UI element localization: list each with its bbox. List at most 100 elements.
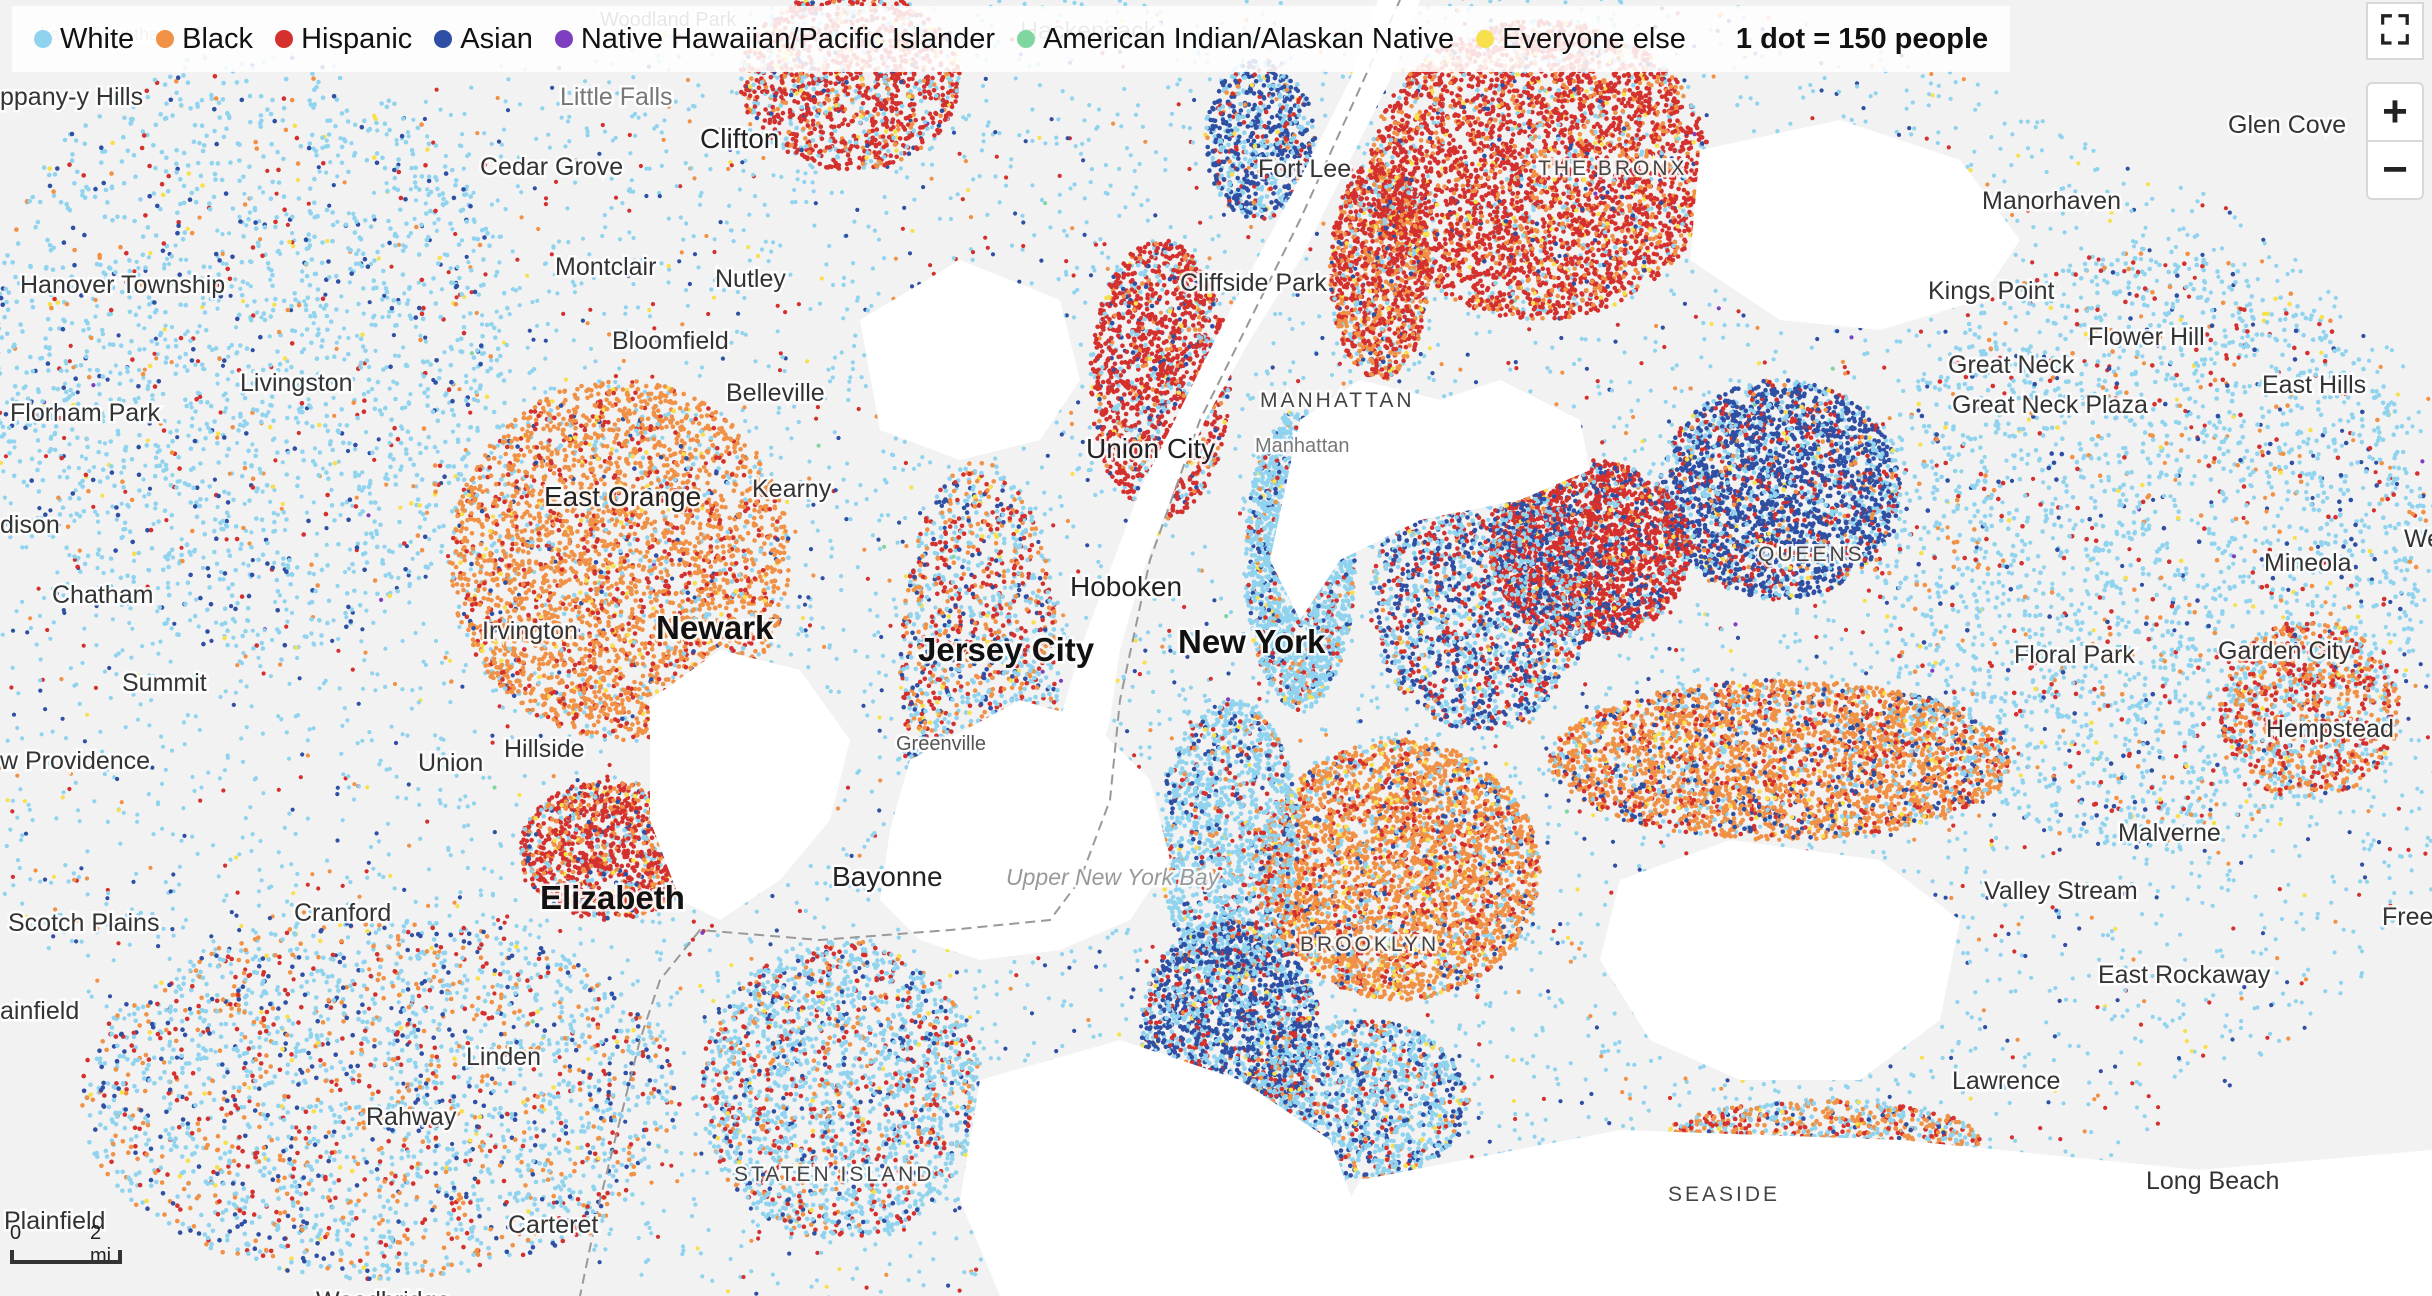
place-label-hempstead: Hempstead <box>2266 715 2394 743</box>
fullscreen-button[interactable]: ⛶ <box>2366 2 2424 60</box>
legend-label-american-indian: American Indian/Alaskan Native <box>1043 23 1454 56</box>
place-label-dison: dison <box>0 511 60 539</box>
zoom-in-button[interactable]: + <box>2368 84 2422 140</box>
place-label-malverne: Malverne <box>2118 819 2221 847</box>
place-label-ppany-y-hills: ppany-y Hills <box>0 83 143 111</box>
place-label-east-rockaway: East Rockaway <box>2098 961 2271 989</box>
place-label-union-city: Union City <box>1086 433 1215 464</box>
place-label-belleville: Belleville <box>726 379 825 407</box>
legend-dot-black <box>156 30 175 48</box>
scale-tick-start <box>10 1250 14 1264</box>
place-label-hanover-township: Hanover Township <box>20 271 225 299</box>
legend-item-american-indian: American Indian/Alaskan Native <box>1017 23 1454 56</box>
hudson-river <box>990 0 1420 930</box>
plus-icon: + <box>2382 87 2408 137</box>
fullscreen-icon: ⛶ <box>2381 11 2409 51</box>
place-label-manhattan: Manhattan <box>1255 435 1350 457</box>
dot-scale-label: 1 dot = 150 people <box>1736 23 1988 56</box>
legend-label-white: White <box>60 23 134 56</box>
place-label-glen-cove: Glen Cove <box>2228 111 2346 139</box>
place-label-great-neck-plaza: Great Neck Plaza <box>1952 391 2148 419</box>
place-label-long-beach: Long Beach <box>2146 1167 2279 1195</box>
place-label-cranford: Cranford <box>294 899 391 927</box>
place-label-the-bronx: THE BRONX <box>1538 157 1688 180</box>
place-label-great-neck: Great Neck <box>1948 351 2075 379</box>
scale-line <box>12 1260 120 1264</box>
place-label-woodbridge: Woodbridge <box>316 1287 450 1296</box>
legend-dot-pacific-islander <box>554 30 573 48</box>
place-label-greenville: Greenville <box>896 733 986 755</box>
zoom-controls: + − <box>2366 82 2424 200</box>
place-label-livingston: Livingston <box>240 369 353 397</box>
upper-bay <box>880 700 1170 960</box>
place-label-carteret: Carteret <box>508 1211 598 1239</box>
legend-label-black: Black <box>182 23 253 56</box>
place-label-rahway: Rahway <box>366 1103 457 1131</box>
place-label-bayonne: Bayonne <box>832 861 943 892</box>
place-label-union: Union <box>418 749 483 777</box>
place-label-little-falls: Little Falls <box>560 83 673 111</box>
place-label-summit: Summit <box>122 669 207 697</box>
place-label-garden-city: Garden City <box>2218 637 2352 665</box>
place-label-seaside: SEASIDE <box>1668 1183 1780 1206</box>
place-label-w-providence: w Providence <box>0 747 150 775</box>
place-label-bloomfield: Bloomfield <box>612 327 729 355</box>
place-label-floral-park: Floral Park <box>2014 641 2135 669</box>
place-labels: Lake HiawathaWoodland ParkHackensackppan… <box>0 7 2432 1296</box>
place-label-cliffside-park: Cliffside Park <box>1180 269 1327 297</box>
place-label-hoboken: Hoboken <box>1070 571 1182 602</box>
place-label-fort-lee: Fort Lee <box>1258 155 1351 183</box>
east-river <box>1270 380 1590 620</box>
legend-dot-asian <box>434 30 453 48</box>
legend-item-everyone-else: Everyone else <box>1476 23 1686 56</box>
place-label-elizabeth: Elizabeth <box>540 879 685 916</box>
place-label-florham-park: Florham Park <box>10 399 161 427</box>
minus-icon: − <box>2382 145 2408 195</box>
scale-tick-end <box>118 1250 122 1264</box>
central-park <box>1292 430 1348 530</box>
legend-item-asian: Asian <box>434 23 533 56</box>
boundary-lines <box>579 0 1401 1296</box>
legend-dot-american-indian <box>1017 30 1036 48</box>
jamaica-bay <box>1600 840 1960 1080</box>
place-label-chatham: Chatham <box>52 581 153 609</box>
lower-bay <box>960 1040 1360 1296</box>
legend-label-hispanic: Hispanic <box>301 23 412 56</box>
state-boundary <box>579 0 1401 1296</box>
place-label-staten-island: STATEN ISLAND <box>734 1163 934 1186</box>
water-bodies <box>650 0 2432 1296</box>
place-label-cedar-grove: Cedar Grove <box>480 153 623 181</box>
legend-dot-everyone-else <box>1476 30 1495 48</box>
long-island-sound <box>1690 120 2020 330</box>
legend-item-hispanic: Hispanic <box>275 23 412 56</box>
scale-bar: 0 2 mi <box>10 1222 122 1278</box>
place-label-plainfield: Plainfield <box>4 1207 105 1235</box>
place-label-mineola: Mineola <box>2264 549 2352 577</box>
legend-item-pacific-islander: Native Hawaiian/Pacific Islander <box>554 23 995 56</box>
legend-dot-hispanic <box>275 30 294 48</box>
place-label-montclair: Montclair <box>555 253 656 281</box>
legend-item-black: Black <box>156 23 253 56</box>
place-label-clifton: Clifton <box>700 123 779 154</box>
place-label-free: Free <box>2382 903 2432 931</box>
legend-label-everyone-else: Everyone else <box>1502 23 1686 56</box>
place-label-westb: Westb <box>2404 525 2432 553</box>
place-label-new-york: New York <box>1178 623 1326 660</box>
place-label-east-orange: East Orange <box>544 481 701 512</box>
legend-label-asian: Asian <box>460 23 533 56</box>
place-label-nutley: Nutley <box>715 265 786 293</box>
legend-dot-white <box>34 30 52 48</box>
place-label-queens: QUEENS <box>1758 543 1865 566</box>
place-label-brooklyn: BROOKLYN <box>1300 933 1439 956</box>
place-label-jersey-city: Jersey City <box>918 631 1095 668</box>
scale-left-label: 0 <box>10 1222 21 1245</box>
place-label-manhattan: MANHATTAN <box>1260 389 1415 412</box>
zoom-out-button[interactable]: − <box>2368 140 2422 198</box>
place-label-irvington: Irvington <box>482 617 578 645</box>
place-label-east-hills: East Hills <box>2262 371 2366 399</box>
place-label-kearny: Kearny <box>752 475 832 503</box>
place-label-ainfield: ainfield <box>0 997 79 1025</box>
place-label-kings-point: Kings Point <box>1928 277 2055 305</box>
place-label-linden: Linden <box>466 1043 541 1071</box>
